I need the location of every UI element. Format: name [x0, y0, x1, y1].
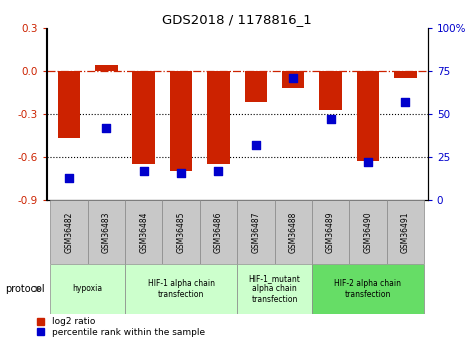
- Bar: [125, 264, 237, 314]
- Point: [215, 168, 222, 174]
- Point: [103, 125, 110, 130]
- Text: GSM36491: GSM36491: [401, 211, 410, 253]
- Bar: [319, 71, 342, 110]
- Bar: [50, 264, 125, 314]
- Bar: [282, 71, 305, 88]
- Bar: [207, 71, 230, 164]
- Point: [290, 75, 297, 80]
- Bar: [170, 71, 193, 171]
- Point: [252, 142, 259, 148]
- Bar: [50, 200, 87, 264]
- Bar: [125, 200, 162, 264]
- Text: hypoxia: hypoxia: [73, 284, 103, 294]
- Text: GSM36485: GSM36485: [177, 211, 186, 253]
- Bar: [237, 200, 274, 264]
- Bar: [200, 200, 237, 264]
- Bar: [237, 264, 312, 314]
- Title: GDS2018 / 1178816_1: GDS2018 / 1178816_1: [162, 13, 312, 27]
- Text: GSM36488: GSM36488: [289, 211, 298, 253]
- Text: GSM36486: GSM36486: [214, 211, 223, 253]
- Point: [364, 159, 372, 165]
- Bar: [312, 200, 349, 264]
- Text: GSM36487: GSM36487: [252, 211, 260, 253]
- Legend: log2 ratio, percentile rank within the sample: log2 ratio, percentile rank within the s…: [37, 317, 205, 337]
- Bar: [95, 65, 118, 71]
- Bar: [133, 71, 155, 164]
- Text: GSM36483: GSM36483: [102, 211, 111, 253]
- Point: [327, 116, 334, 122]
- Bar: [312, 264, 424, 314]
- Point: [177, 170, 185, 175]
- Bar: [58, 71, 80, 138]
- Bar: [349, 200, 387, 264]
- Text: GSM36484: GSM36484: [139, 211, 148, 253]
- Point: [65, 175, 73, 180]
- Text: GSM36482: GSM36482: [65, 211, 73, 253]
- Point: [140, 168, 147, 174]
- Text: HIF-1 alpha chain
transfection: HIF-1 alpha chain transfection: [147, 279, 214, 299]
- Point: [402, 99, 409, 105]
- Text: HIF-1_mutant
alpha chain
transfection: HIF-1_mutant alpha chain transfection: [249, 274, 300, 304]
- Text: protocol: protocol: [5, 284, 44, 294]
- Bar: [274, 200, 312, 264]
- Text: HIF-2 alpha chain
transfection: HIF-2 alpha chain transfection: [334, 279, 401, 299]
- Bar: [387, 200, 424, 264]
- Bar: [245, 71, 267, 102]
- Bar: [394, 71, 417, 78]
- Text: GSM36490: GSM36490: [364, 211, 372, 253]
- Bar: [357, 71, 379, 161]
- Text: GSM36489: GSM36489: [326, 211, 335, 253]
- Bar: [87, 200, 125, 264]
- Bar: [162, 200, 200, 264]
